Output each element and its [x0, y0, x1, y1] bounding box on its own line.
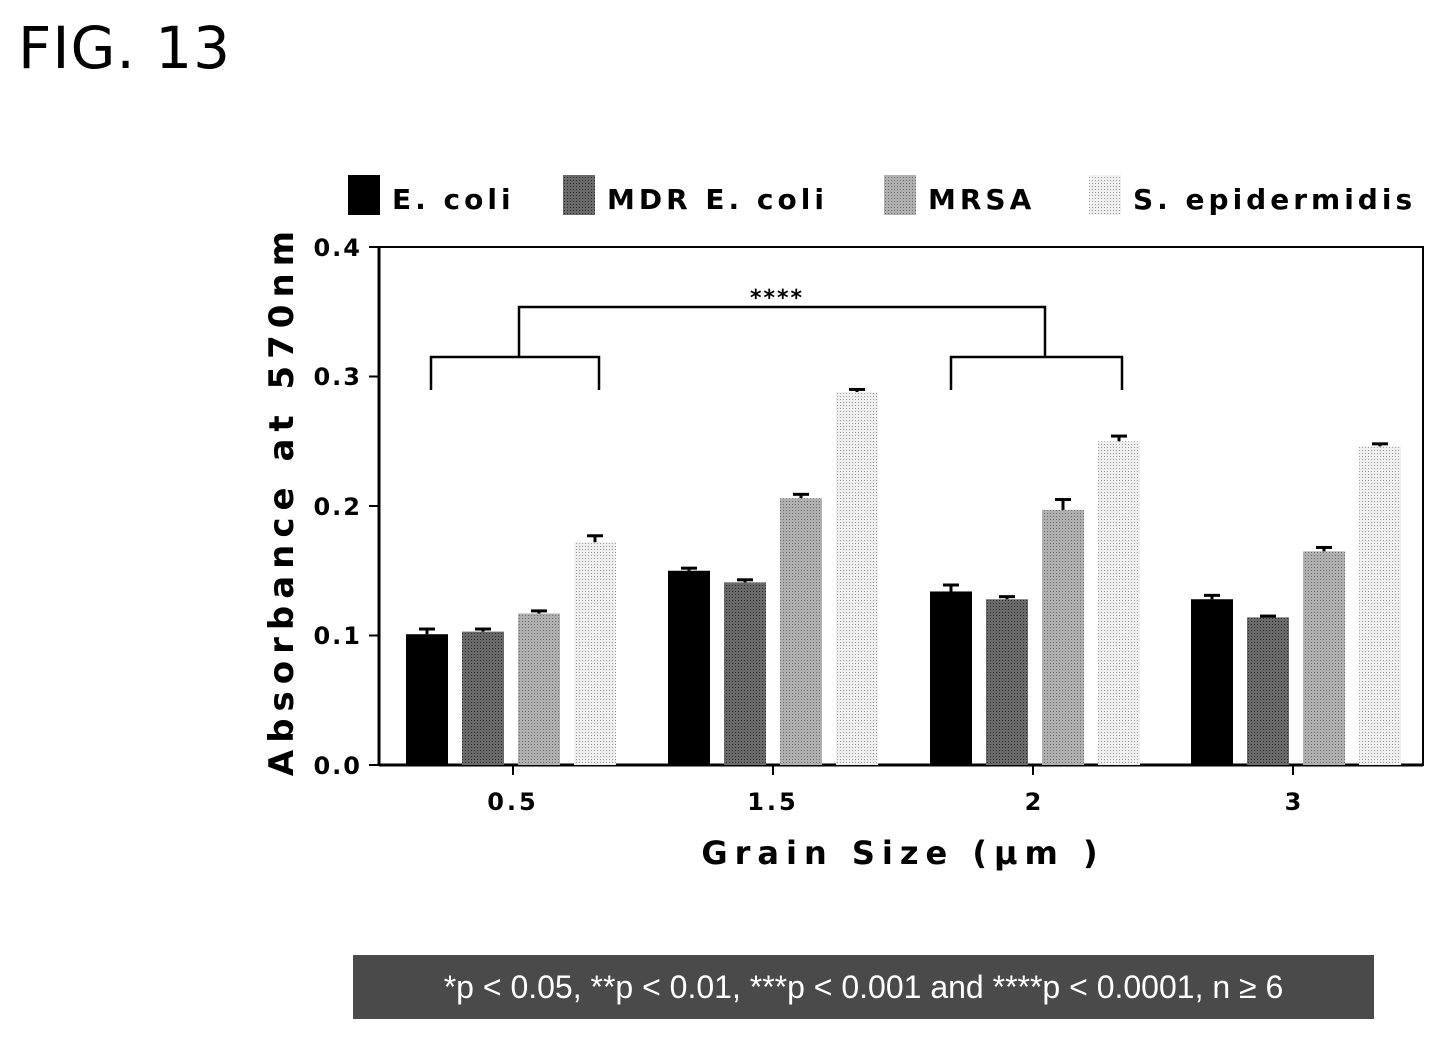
legend-label-mdr-e-coli: MDR E. coli — [607, 183, 828, 216]
legend-swatch-s-epidermidis — [1089, 175, 1121, 215]
bar-mrsa-0.5 — [518, 613, 560, 765]
bar-mdr-e-coli-2 — [986, 599, 1028, 765]
bar-mdr-e-coli-1.5 — [724, 582, 766, 765]
bar-e-coli-1.5 — [668, 571, 710, 765]
y-tick-label: 0.1 — [313, 622, 362, 650]
x-tick-label: 1.5 — [747, 788, 799, 816]
significance-bracket — [431, 307, 1122, 390]
bracket-left — [431, 357, 599, 390]
footnote: *p < 0.05, **p < 0.01, ***p < 0.001 and … — [353, 955, 1374, 1019]
y-ticks: 0.0 0.1 0.2 0.3 0.4 — [313, 234, 379, 780]
y-tick-label: 0.2 — [313, 493, 362, 521]
bars-group — [406, 389, 1401, 765]
x-tick-label: 0.5 — [487, 788, 539, 816]
y-tick-label: 0.4 — [313, 234, 362, 262]
legend-swatch-mdr-e-coli — [563, 175, 595, 215]
legend-label-mrsa: MRSA — [928, 183, 1035, 216]
x-axis-title: Grain Size (μm ) — [701, 834, 1104, 872]
significance-label: **** — [750, 286, 804, 311]
y-axis-title: Absorbance at 570nm — [262, 224, 302, 776]
bar-s-epidermidis-1.5 — [836, 392, 878, 765]
x-ticks: 0.5 1.5 2 3 — [487, 765, 1301, 816]
bar-mdr-e-coli-3 — [1247, 617, 1289, 765]
bracket-top — [519, 307, 1045, 357]
y-tick-label: 0.0 — [313, 752, 362, 780]
bar-mdr-e-coli-0.5 — [462, 632, 504, 765]
y-tick-label: 0.3 — [313, 363, 362, 391]
bar-s-epidermidis-3 — [1359, 446, 1401, 765]
bar-e-coli-0.5 — [406, 634, 448, 765]
bar-e-coli-2 — [930, 591, 972, 765]
bar-e-coli-3 — [1191, 599, 1233, 765]
x-tick-label: 3 — [1285, 788, 1302, 816]
x-tick-label: 2 — [1025, 788, 1042, 816]
legend-swatch-e-coli — [348, 175, 380, 215]
bar-s-epidermidis-0.5 — [574, 542, 616, 765]
legend-swatch-mrsa — [884, 175, 916, 215]
bracket-right — [951, 357, 1122, 390]
bar-s-epidermidis-2 — [1098, 441, 1140, 765]
bar-mrsa-1.5 — [780, 498, 822, 765]
legend-label-e-coli: E. coli — [392, 183, 515, 216]
bar-mrsa-2 — [1042, 510, 1084, 765]
legend-label-s-epidermidis: S. epidermidis — [1133, 183, 1416, 216]
legend: E. coli MDR E. coli MRSA S. epidermidis — [348, 175, 1416, 216]
bar-mrsa-3 — [1303, 551, 1345, 765]
